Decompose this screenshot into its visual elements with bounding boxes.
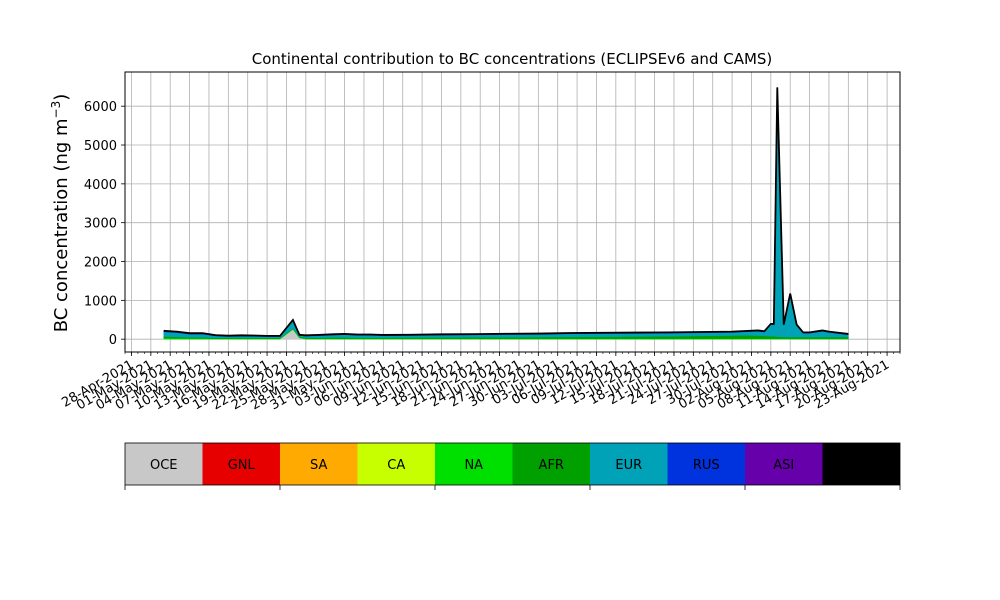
chart-title: Continental contribution to BC concentra… <box>252 50 773 68</box>
area-asi <box>163 87 849 337</box>
legend-label: AFR <box>539 458 564 473</box>
stacked-areas <box>163 87 849 340</box>
legend-swatch-sa <box>280 443 358 485</box>
legend-swatch-eur <box>590 443 668 485</box>
y-tick-label: 2000 <box>84 256 117 271</box>
legend-swatch-oce <box>125 443 203 485</box>
legend-label: RUS <box>693 458 720 473</box>
legend-label: OCE <box>150 458 178 473</box>
legend-label: SA <box>310 458 327 473</box>
y-axis-label-main: BC concentration (ng m <box>51 118 72 332</box>
legend-swatch-asi <box>745 443 823 485</box>
area-rus <box>163 87 849 337</box>
legend-label: AUS <box>848 458 875 473</box>
legend-label: GNL <box>228 458 256 473</box>
legend: OCE GNL SA CA NA AFR EUR RUS ASI AUS <box>124 442 901 490</box>
legend-label: CA <box>387 458 405 473</box>
y-tick-label: 3000 <box>84 217 117 232</box>
legend-label: ASI <box>773 458 794 473</box>
y-tick-label: 4000 <box>84 178 117 193</box>
y-tick-label: 5000 <box>84 139 117 154</box>
y-tick-label: 6000 <box>84 100 117 115</box>
plot-frame <box>124 71 901 353</box>
area-aus <box>163 87 849 337</box>
legend-swatch-aus <box>822 443 900 485</box>
total-outline <box>163 87 849 337</box>
y-tick-label: 1000 <box>84 294 117 309</box>
axes: 010002000300040005000600028-Apr-202101-M… <box>59 71 901 413</box>
legend-swatch-gnl <box>202 443 280 485</box>
legend-swatch-ca <box>357 443 435 485</box>
legend-swatch-rus <box>667 443 745 485</box>
grid <box>125 72 900 352</box>
legend-frame <box>124 442 901 486</box>
y-axis-label-close: ) <box>51 94 72 101</box>
legend-swatch-na <box>435 443 513 485</box>
y-axis-label-superscript: −3 <box>49 101 63 119</box>
y-tick-label: 0 <box>109 333 117 348</box>
legend-label: NA <box>464 458 483 473</box>
legend-label: EUR <box>615 458 642 473</box>
y-axis-label: BC concentration (ng m−3) <box>49 94 72 333</box>
legend-swatch-afr <box>512 443 590 485</box>
